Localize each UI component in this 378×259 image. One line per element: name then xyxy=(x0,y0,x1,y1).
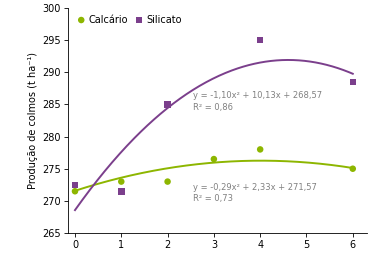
Text: R² = 0,73: R² = 0,73 xyxy=(193,195,233,204)
Calcário xyxy=(118,179,124,184)
Text: y = -1,10x² + 10,13x + 268,57: y = -1,10x² + 10,13x + 268,57 xyxy=(193,91,322,100)
Calcário xyxy=(257,147,263,152)
Silicato xyxy=(164,102,170,106)
Silicato xyxy=(72,183,78,187)
Text: y = -0,29x² + 2,33x + 271,57: y = -0,29x² + 2,33x + 271,57 xyxy=(193,183,317,192)
Calcário xyxy=(211,157,217,161)
Silicato xyxy=(257,38,263,42)
Text: R² = 0,86: R² = 0,86 xyxy=(193,103,233,112)
Calcário xyxy=(72,189,78,193)
Calcário xyxy=(164,179,170,184)
Silicato xyxy=(118,189,124,193)
Calcário xyxy=(350,167,356,171)
Y-axis label: Produção de colmos (t ha⁻¹): Produção de colmos (t ha⁻¹) xyxy=(28,52,38,189)
Legend: Calcário, Silicato: Calcário, Silicato xyxy=(76,13,184,26)
Silicato xyxy=(350,80,356,84)
